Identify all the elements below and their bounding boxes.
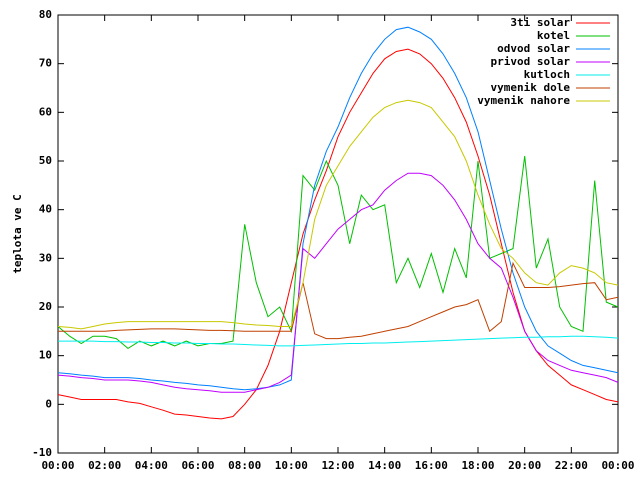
y-axis-label: teplota ve C — [11, 194, 24, 273]
legend-label: odvod solar — [497, 42, 570, 55]
series-line — [57, 26, 619, 391]
series-line — [58, 335, 619, 347]
y-tick-label: 60 — [39, 105, 52, 118]
x-tick-label: 14:00 — [368, 459, 401, 472]
series-line — [57, 156, 619, 350]
y-tick-label: 10 — [39, 349, 52, 362]
x-tick-label: 22:00 — [555, 459, 588, 472]
legend-label: privod solar — [491, 55, 571, 68]
legend-label: kutloch — [524, 68, 570, 81]
x-tick-label: 06:00 — [181, 459, 214, 472]
y-tick-label: 80 — [39, 8, 52, 21]
x-tick-label: 00:00 — [41, 459, 74, 472]
y-tick-label: 40 — [39, 203, 52, 216]
y-tick-label: -10 — [32, 446, 52, 459]
x-tick-label: 12:00 — [321, 459, 354, 472]
y-tick-label: 70 — [39, 57, 52, 70]
y-tick-label: 30 — [39, 251, 52, 264]
x-tick-label: 04:00 — [135, 459, 168, 472]
x-tick-label: 02:00 — [88, 459, 121, 472]
legend-label: 3ti solar — [510, 16, 570, 29]
x-tick-label: 20:00 — [508, 459, 541, 472]
x-tick-label: 18:00 — [461, 459, 494, 472]
y-tick-label: 50 — [39, 154, 52, 167]
legend-label: vymenik nahore — [477, 94, 570, 107]
y-tick-label: 20 — [39, 300, 52, 313]
x-tick-label: 08:00 — [228, 459, 261, 472]
series-line — [57, 172, 619, 393]
x-tick-label: 10:00 — [275, 459, 308, 472]
series-line — [57, 99, 619, 330]
legend-label: vymenik dole — [491, 81, 571, 94]
y-tick-label: 0 — [45, 397, 52, 410]
x-tick-label: 00:00 — [601, 459, 634, 472]
legend-label: kotel — [537, 29, 570, 42]
x-tick-label: 16:00 — [415, 459, 448, 472]
series-line — [58, 261, 619, 340]
